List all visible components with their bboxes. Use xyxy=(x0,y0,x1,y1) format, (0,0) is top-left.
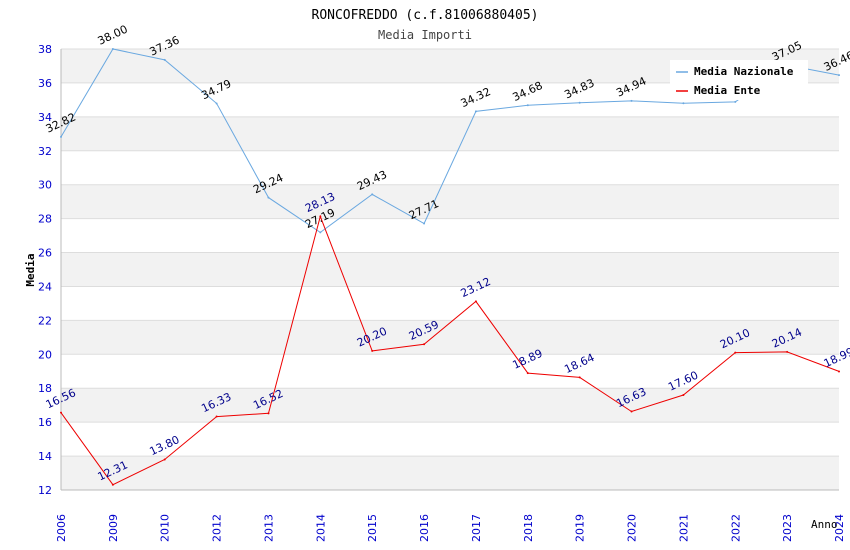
plot-bands xyxy=(61,49,839,490)
legend-label-nazionale: Media Nazionale xyxy=(694,65,794,78)
data-point-nazionale xyxy=(60,135,62,138)
data-point-nazionale xyxy=(630,99,633,102)
data-point-ente xyxy=(371,349,374,352)
data-point-ente xyxy=(423,343,426,346)
data-point-nazionale xyxy=(578,101,581,104)
grid-band xyxy=(61,116,839,151)
y-tick-label: 24 xyxy=(38,280,52,293)
grid-band xyxy=(61,252,839,287)
data-point-ente xyxy=(578,376,581,379)
y-tick-label: 32 xyxy=(38,145,52,158)
data-point-nazionale xyxy=(163,58,166,61)
x-tick-label: 2019 xyxy=(574,514,587,542)
y-tick-label: 34 xyxy=(38,111,52,124)
x-tick-label: 2015 xyxy=(366,514,379,542)
data-point-ente xyxy=(526,372,529,375)
x-tick-label: 2012 xyxy=(211,514,224,542)
y-tick-label: 12 xyxy=(38,484,52,497)
data-point-ente xyxy=(630,410,633,413)
grid-band xyxy=(61,388,839,423)
data-point-ente xyxy=(474,300,477,303)
data-point-ente xyxy=(838,370,840,373)
data-label-nazionale: 38.00 xyxy=(96,23,130,48)
data-point-nazionale xyxy=(526,104,529,107)
y-tick-label: 14 xyxy=(38,450,52,463)
data-point-nazionale xyxy=(319,231,322,234)
x-tick-label: 2024 xyxy=(833,514,846,542)
x-tick-label: 2010 xyxy=(159,514,172,542)
chart-title: RONCOFREDDO (c.f.81006880405) xyxy=(312,8,539,23)
data-point-nazionale xyxy=(682,102,685,105)
x-tick-label: 2021 xyxy=(677,514,690,542)
data-label-nazionale: 34.32 xyxy=(459,85,493,110)
data-point-ente xyxy=(215,415,218,418)
data-point-ente xyxy=(60,411,62,414)
series-line-media-nazionale xyxy=(60,48,840,234)
x-tick-label: 2014 xyxy=(314,514,327,542)
x-tick-label: 2018 xyxy=(522,514,535,542)
data-point-nazionale xyxy=(838,74,840,77)
y-tick-label: 20 xyxy=(38,348,52,361)
x-axis-ticks: 2006 2009 2010 2012 2013 2014 2015 2016 2017 2018… xyxy=(55,514,846,542)
x-tick-label: 2009 xyxy=(107,514,120,542)
grid-band xyxy=(61,184,839,219)
data-point-ente xyxy=(682,394,685,397)
chart-subtitle: Media Importi xyxy=(378,28,472,42)
x-tick-label: 2016 xyxy=(418,514,431,542)
data-label-ente: 13.80 xyxy=(148,433,182,458)
x-tick-label: 2023 xyxy=(781,514,794,542)
series-line-media-ente xyxy=(60,214,840,486)
y-tick-label: 30 xyxy=(38,179,52,192)
data-point-nazionale xyxy=(215,102,218,105)
y-tick-label: 26 xyxy=(38,247,52,260)
y-tick-label: 18 xyxy=(38,382,52,395)
data-point-nazionale xyxy=(267,196,270,199)
data-point-ente xyxy=(786,350,789,353)
data-point-ente xyxy=(319,215,322,218)
data-point-ente xyxy=(163,458,166,461)
series-layer xyxy=(60,48,840,486)
data-point-nazionale xyxy=(423,222,426,225)
y-axis-label: Media xyxy=(24,253,37,286)
legend-label-ente: Media Ente xyxy=(694,84,761,97)
data-point-nazionale xyxy=(734,100,737,103)
x-tick-label: 2020 xyxy=(626,514,639,542)
x-tick-label: 2013 xyxy=(262,514,275,542)
legend: Media Nazionale Media Ente xyxy=(670,60,808,100)
legend-box xyxy=(670,60,808,100)
data-point-ente xyxy=(734,351,737,354)
grid-band xyxy=(61,320,839,355)
y-tick-label: 38 xyxy=(38,43,52,56)
x-axis-label: Anno xyxy=(811,518,838,531)
y-tick-label: 22 xyxy=(38,314,52,327)
y-tick-label: 36 xyxy=(38,77,52,90)
grid-lines xyxy=(60,48,839,491)
data-point-nazionale xyxy=(371,193,374,196)
data-point-nazionale xyxy=(111,48,114,50)
y-axis-ticks: 12 14 16 18 20 22 24 26 28 30 32 34 36 38 xyxy=(38,43,52,497)
x-tick-label: 2006 xyxy=(55,514,68,542)
data-point-ente xyxy=(267,412,270,415)
x-tick-label: 2022 xyxy=(729,514,742,542)
grid-band xyxy=(61,456,839,490)
y-tick-label: 28 xyxy=(38,213,52,226)
y-tick-label: 16 xyxy=(38,416,52,429)
data-point-nazionale xyxy=(474,110,477,113)
x-tick-label: 2017 xyxy=(470,514,483,542)
data-point-ente xyxy=(111,483,114,486)
